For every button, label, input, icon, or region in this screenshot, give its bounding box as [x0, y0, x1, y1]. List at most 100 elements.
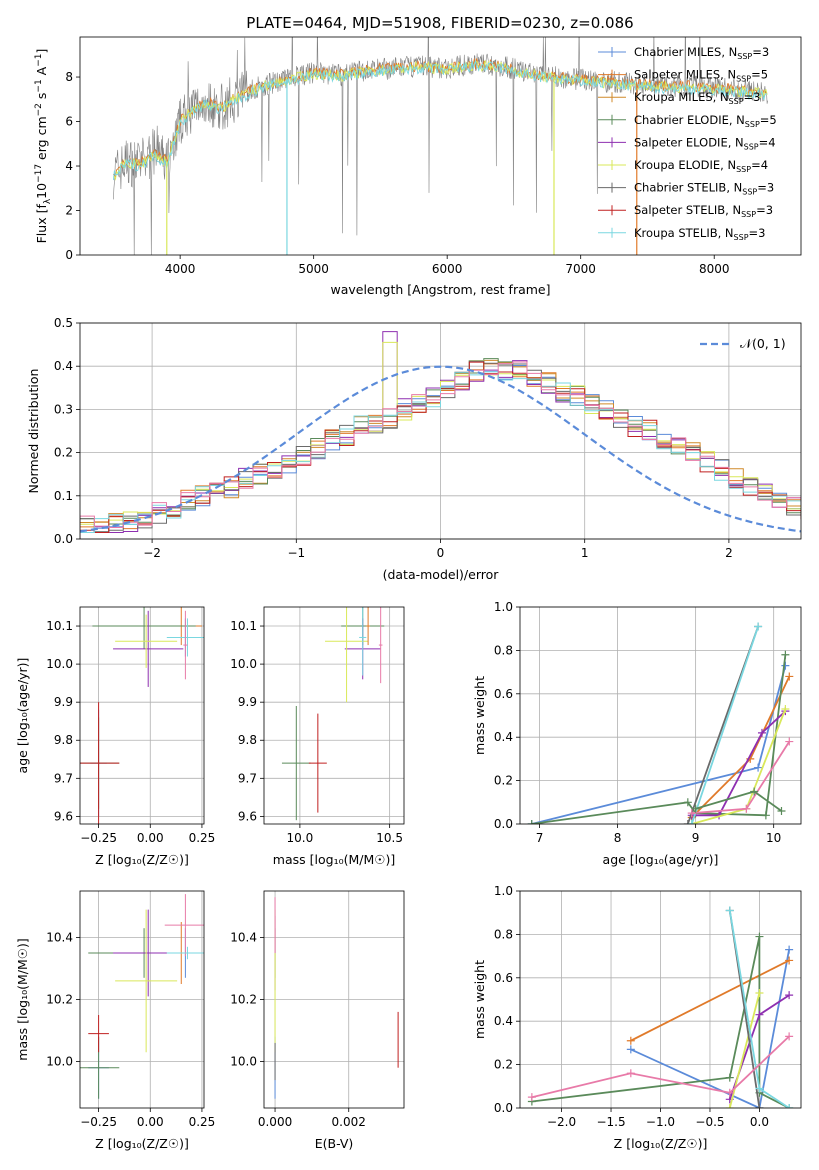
- y-tick-label: 10.1: [46, 619, 73, 633]
- legend-entry: Salpeter MILES, NSSP=5: [598, 68, 768, 84]
- legend-label-text: =4: [759, 135, 776, 149]
- y-tick-label: 10.0: [46, 657, 73, 671]
- axes-frame: [79, 606, 205, 825]
- x-tick-label: 7: [536, 831, 544, 845]
- y-tick-label: 6: [65, 115, 73, 129]
- series-marker: [757, 728, 766, 737]
- legend-label-text: Salpeter STELIB, N: [634, 203, 741, 217]
- x-axis-label: Z [log₁₀(Z/Z☉)]: [614, 1136, 708, 1151]
- y-tick-label: 0.6: [494, 971, 513, 985]
- series-marker: [725, 1073, 734, 1082]
- series-marker: [742, 804, 751, 813]
- series-marker: [785, 1104, 794, 1108]
- x-tick-label: 0: [437, 546, 445, 560]
- legend-label-text: =3: [744, 90, 761, 104]
- normal-distribution-curve: [80, 365, 801, 533]
- legend-label: Chabrier STELIB, NSSP=3: [634, 181, 774, 197]
- y-tick-label: 0.8: [494, 643, 513, 657]
- x-axis-label: (data-model)/error: [383, 567, 500, 582]
- series-marker: [755, 1104, 764, 1108]
- legend-entry: Chabrier ELODIE, NSSP=5: [598, 113, 777, 129]
- x-tick-label: −0.25: [80, 831, 117, 845]
- series-marker: [750, 787, 759, 796]
- series-line: [691, 710, 787, 817]
- x-axis-label: Z [log₁₀(Z/Z☉)]: [95, 852, 189, 867]
- y-tick-label: 10.4: [230, 931, 257, 945]
- data-point: [115, 909, 178, 1053]
- series-marker: [527, 820, 536, 824]
- weight-series: [527, 906, 794, 1108]
- panel-mass-weight-vs-age: 7 8 9 10 0.0 0.2 0.4 0.6 0.8 1.0 age [log₁₀(age/yr…: [472, 600, 802, 867]
- series-marker: [755, 932, 764, 941]
- histogram-series: [80, 371, 801, 539]
- y-axis-label: Normed distribution: [26, 369, 41, 494]
- y-tick-label: 9.8: [54, 733, 73, 747]
- y-tick-label: 10.2: [46, 993, 73, 1007]
- x-axis-label: age [log₁₀(age/yr)]: [603, 852, 719, 867]
- x-tick-label: 6000: [432, 262, 463, 276]
- x-tick-label: −1.5: [596, 1115, 625, 1129]
- panel-residual-histogram: −2 −1 0 1 2 0.0 0.1 0.2 0.3 0.4 0.5 𝒩(0, 1) (data-mo…: [26, 316, 802, 582]
- axes-frame: [263, 606, 405, 825]
- data-point: [115, 614, 178, 668]
- y-tick-label: 0: [65, 248, 73, 262]
- series-marker: [725, 1088, 734, 1097]
- legend-label-text: Kroupa STELIB, N: [634, 226, 734, 240]
- legend-label-text: Salpeter ELODIE, N: [634, 135, 744, 149]
- x-tick-label: 0.00: [137, 1115, 164, 1129]
- x-tick-label: 0.00: [137, 831, 164, 845]
- panel-mass-vs-Z: −0.25 0.00 0.25 10.0 10.2 10.4 Z [log₁₀(Z/Z☉)]…: [15, 890, 216, 1151]
- series-marker: [755, 1010, 764, 1019]
- y-tick-label: 0.5: [54, 316, 73, 330]
- series-line: [531, 665, 787, 824]
- axes-frame: [79, 890, 205, 1109]
- y-tick-label: 10.2: [230, 993, 257, 1007]
- y-axis-label-part: A: [34, 66, 49, 79]
- x-axis-label: mass [log₁₀(M/M☉)]: [273, 852, 395, 867]
- y-tick-label: 2: [65, 204, 73, 218]
- series-marker: [755, 988, 764, 997]
- y-axis-label: age [log₁₀(age/yr)]: [15, 658, 30, 774]
- legend-label: Kroupa MILES, NSSP=3: [634, 90, 760, 106]
- data-point: [164, 894, 204, 957]
- data-point: [92, 607, 196, 649]
- panel-age-vs-Z: −0.25 0.00 0.25 9.6 9.7 9.8 9.9 10.0 10.1 Z [log₁…: [15, 606, 215, 867]
- y-tick-label: 10.0: [46, 1055, 73, 1069]
- series-marker: [683, 820, 692, 824]
- data-point: [308, 713, 327, 813]
- series-marker: [785, 945, 794, 954]
- legend-label-text: =5: [751, 68, 768, 82]
- legend-entry: Salpeter STELIB, NSSP=3: [598, 203, 773, 219]
- x-tick-label: −1: [287, 546, 305, 560]
- axes-frame: [519, 890, 802, 1109]
- legend-label-text: Chabrier STELIB, N: [634, 181, 742, 195]
- series-marker: [781, 650, 790, 659]
- legend-label-sub: SSP: [745, 120, 760, 129]
- y-axis-label-part: ]: [34, 49, 49, 54]
- x-tick-label: 0.25: [189, 1115, 216, 1129]
- legend-label-text: =4: [751, 158, 768, 172]
- legend-label-sub: SSP: [741, 210, 756, 219]
- legend-label-text: Kroupa MILES, N: [634, 90, 729, 104]
- y-axis-label: mass weight: [472, 960, 487, 1039]
- data-point: [166, 946, 204, 960]
- data-point: [281, 705, 311, 821]
- series-marker: [725, 1104, 734, 1108]
- y-tick-label: 9.8: [238, 733, 257, 747]
- series-marker: [626, 1045, 635, 1054]
- x-tick-label: 1: [581, 546, 589, 560]
- y-tick-label: 0.4: [54, 359, 73, 373]
- legend-entry: Chabrier STELIB, NSSP=3: [598, 181, 774, 197]
- y-tick-label: 9.7: [54, 771, 73, 785]
- y-tick-label: 10.4: [46, 931, 73, 945]
- x-tick-label: −0.25: [80, 1115, 117, 1129]
- data-point: [378, 607, 383, 684]
- y-tick-label: 0.0: [494, 817, 513, 831]
- y-tick-label: 9.9: [238, 695, 257, 709]
- legend-label-sub: SSP: [734, 233, 749, 242]
- y-tick-label: 0.2: [494, 1058, 513, 1072]
- figure-title: PLATE=0464, MJD=51908, FIBERID=0230, z=0…: [246, 14, 633, 32]
- series-marker: [754, 622, 763, 631]
- axes-frame: [263, 890, 405, 1109]
- histogram-steps: [80, 331, 801, 539]
